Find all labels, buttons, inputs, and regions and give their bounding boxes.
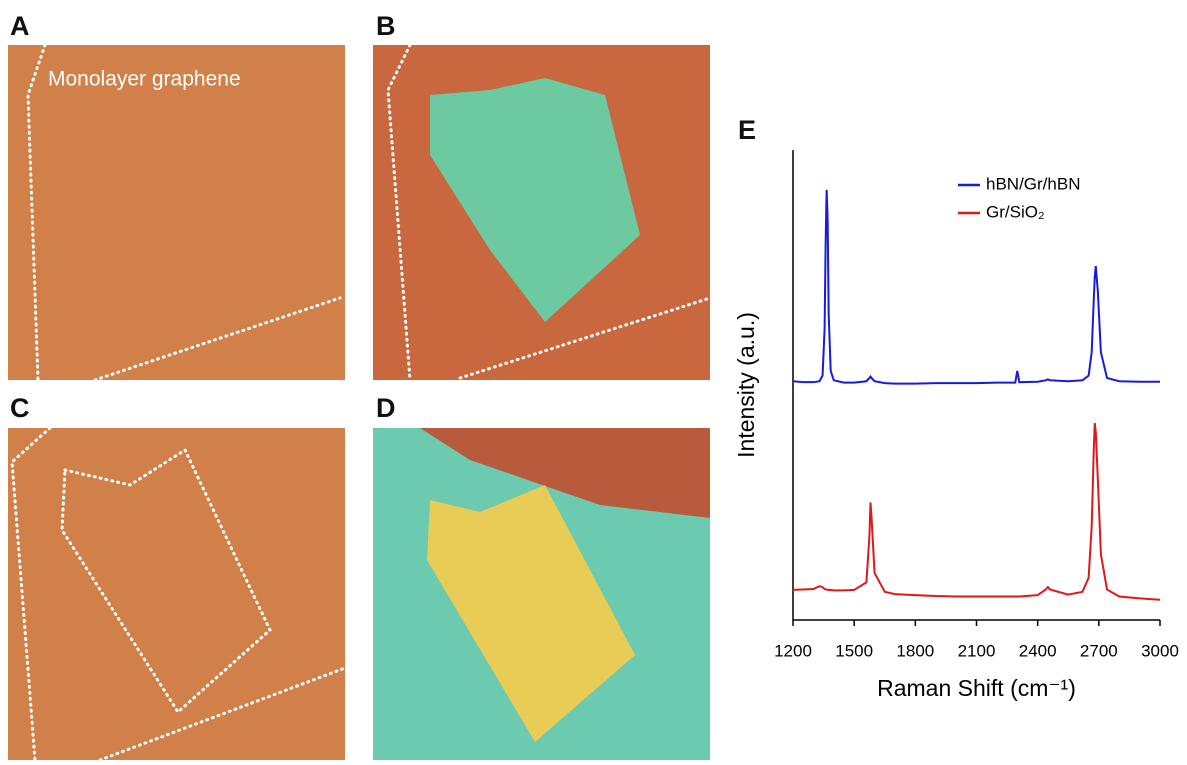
panel-label: E xyxy=(738,115,756,145)
micrograph xyxy=(8,45,345,380)
x-tick-label: 3000 xyxy=(1141,641,1179,660)
y-axis-title: Intensity (a.u.) xyxy=(733,312,759,458)
outline xyxy=(60,447,272,715)
spectrum-line xyxy=(792,189,1160,385)
outline xyxy=(26,43,47,382)
outline xyxy=(93,296,342,382)
substrate xyxy=(420,428,710,518)
x-tick-label: 2100 xyxy=(958,641,996,660)
panel-label: C xyxy=(10,393,30,423)
outline xyxy=(98,666,347,762)
caption: Monolayer graphene xyxy=(48,68,241,91)
spectrum-chart: 1200 1500 1800 2100 2400 2700 3000 Raman Shift … xyxy=(733,150,1179,701)
spectrum-line xyxy=(792,422,1161,601)
x-axis-title: Raman Shift (cm⁻¹) xyxy=(877,675,1076,701)
legend-label: hBN/Gr/hBN xyxy=(986,174,1080,193)
x-tick-label: 2700 xyxy=(1080,641,1118,660)
panel-label: A xyxy=(10,11,30,41)
outline xyxy=(458,296,712,380)
x-tick-label: 1200 xyxy=(774,641,812,660)
x-tick-label: 1500 xyxy=(835,641,873,660)
x-tick-label: 2400 xyxy=(1019,641,1057,660)
panel-label: B xyxy=(376,11,396,41)
panel-label: D xyxy=(376,393,396,423)
outline xyxy=(10,426,52,762)
flake xyxy=(427,485,635,742)
outline xyxy=(386,43,412,382)
micrograph xyxy=(8,428,345,760)
flake xyxy=(430,78,640,322)
legend-label: Gr/SiO₂ xyxy=(986,202,1045,221)
x-tick-label: 1800 xyxy=(896,641,934,660)
